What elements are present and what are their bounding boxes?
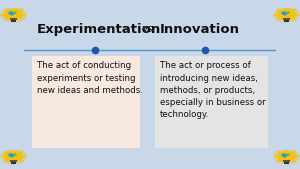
FancyBboxPatch shape <box>11 20 16 22</box>
FancyBboxPatch shape <box>283 18 290 20</box>
Ellipse shape <box>8 153 14 157</box>
Text: Innovation: Innovation <box>160 23 240 36</box>
Circle shape <box>274 8 299 22</box>
Circle shape <box>274 150 299 164</box>
Circle shape <box>4 151 22 162</box>
FancyBboxPatch shape <box>284 20 289 22</box>
FancyBboxPatch shape <box>155 56 268 148</box>
Text: vs: vs <box>141 25 153 34</box>
FancyBboxPatch shape <box>32 56 140 148</box>
FancyBboxPatch shape <box>284 162 289 164</box>
FancyBboxPatch shape <box>11 162 16 164</box>
Ellipse shape <box>286 11 290 14</box>
Ellipse shape <box>286 153 290 156</box>
Text: Experimentation: Experimentation <box>37 23 161 36</box>
Ellipse shape <box>281 153 287 157</box>
Ellipse shape <box>14 11 17 14</box>
Ellipse shape <box>14 153 17 156</box>
FancyBboxPatch shape <box>283 160 290 162</box>
FancyBboxPatch shape <box>10 160 17 162</box>
Circle shape <box>1 150 26 164</box>
Circle shape <box>1 8 26 22</box>
Ellipse shape <box>281 11 287 15</box>
FancyBboxPatch shape <box>10 18 17 20</box>
Ellipse shape <box>8 11 14 15</box>
Circle shape <box>4 9 22 20</box>
Circle shape <box>278 9 296 20</box>
Text: The act or process of
introducing new ideas,
methods, or products,
especially in: The act or process of introducing new id… <box>160 62 266 119</box>
Circle shape <box>278 151 296 162</box>
Text: The act of conducting
experiments or testing
new ideas and methods.: The act of conducting experiments or tes… <box>37 62 142 95</box>
